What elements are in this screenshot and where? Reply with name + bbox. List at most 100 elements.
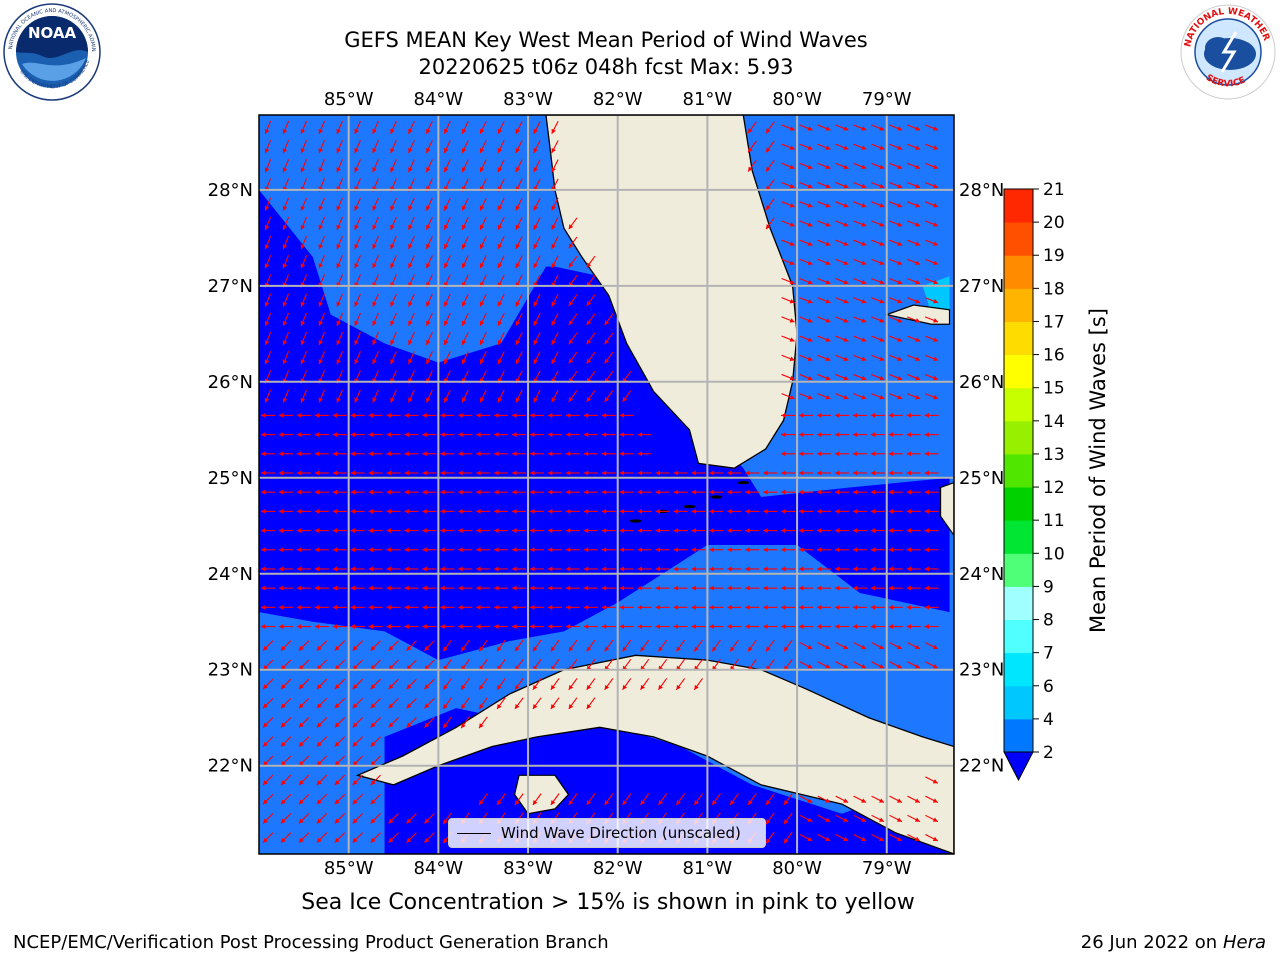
wind-wave-arrowhead <box>512 604 517 610</box>
wind-wave-arrowhead <box>352 722 358 728</box>
wind-wave-arrowhead <box>816 432 822 437</box>
wind-wave-arrowhead <box>318 205 323 211</box>
wind-wave-arrowhead <box>458 585 463 591</box>
wind-wave-arrowhead <box>282 205 288 211</box>
colorbar-segment <box>1004 189 1033 223</box>
wind-wave-arrowhead <box>408 263 413 269</box>
wind-wave-arrowhead <box>763 508 768 514</box>
wind-wave-arrowhead <box>861 817 867 822</box>
wind-wave-arrowhead <box>897 241 903 246</box>
wind-wave-arrowhead <box>879 663 885 669</box>
wind-wave-arrowhead <box>278 604 284 610</box>
wind-wave-arrowhead <box>370 837 376 843</box>
land-florida-keys <box>683 504 696 509</box>
wind-wave-arrowhead <box>727 566 732 572</box>
wind-wave-arrowhead <box>497 243 503 249</box>
lat-tick-label-left: 23°N <box>208 660 253 681</box>
wind-wave-arrowhead <box>479 243 485 249</box>
wind-wave-arrowhead <box>550 704 556 709</box>
colorbar-tick-label: 12 <box>1043 478 1065 498</box>
wind-wave-arrowhead <box>300 148 306 154</box>
wind-wave-arrowhead <box>352 684 358 690</box>
wind-wave-arrowhead <box>390 340 395 346</box>
wind-wave-arrowhead <box>843 183 849 189</box>
wind-wave-arrowhead <box>533 320 538 326</box>
wind-wave-arrowhead <box>766 224 771 230</box>
wind-wave-arrowhead <box>799 451 804 457</box>
wind-wave-arrowhead <box>479 359 485 365</box>
wind-wave-arrowhead <box>386 413 391 418</box>
wind-wave-arrowhead <box>727 528 732 533</box>
wind-wave-arrowhead <box>586 396 592 402</box>
wind-wave-arrowhead <box>530 470 535 476</box>
wind-wave-arrowhead <box>807 222 813 227</box>
wind-wave-arrowhead <box>278 624 284 629</box>
wind-wave-arrowhead <box>915 394 921 400</box>
wind-wave-arrowhead <box>422 624 427 629</box>
wind-wave-arrowhead <box>906 547 912 553</box>
wind-wave-arrowhead <box>550 799 556 805</box>
wind-wave-arrowhead <box>640 799 646 805</box>
wind-wave-arrowhead <box>296 624 302 629</box>
wind-wave-arrowhead <box>300 205 306 211</box>
wind-wave-arrowhead <box>897 337 903 342</box>
wind-wave-arrowhead <box>264 263 270 269</box>
wind-wave-arrowhead <box>370 780 376 786</box>
wind-wave-arrowhead <box>494 508 499 514</box>
wind-wave-arrowhead <box>906 508 912 514</box>
wind-wave-arrowhead <box>619 604 625 610</box>
wind-wave-arrowhead <box>586 320 592 326</box>
wind-wave-arrowhead <box>458 566 463 572</box>
wind-wave-arrowhead <box>673 585 678 591</box>
wind-wave-arrowhead <box>727 585 732 591</box>
wind-wave-arrowhead <box>443 646 448 652</box>
wind-wave-arrowhead <box>807 817 813 822</box>
wind-wave-arrowhead <box>799 470 804 476</box>
wind-wave-arrowhead <box>336 205 341 211</box>
wind-wave-arrowhead <box>586 300 592 306</box>
wind-wave-arrowhead <box>444 167 449 173</box>
wind-wave-arrowhead <box>748 128 753 134</box>
wind-wave-arrowhead <box>334 837 340 843</box>
wind-wave-arrowhead <box>834 489 840 495</box>
wind-wave-arrowhead <box>781 604 786 610</box>
wind-wave-arrowhead <box>933 183 939 189</box>
wind-wave-arrowhead <box>924 432 929 437</box>
wind-wave-arrowhead <box>933 279 939 285</box>
lon-tick-label-top: 84°W <box>414 89 464 110</box>
wind-wave-arrowhead <box>583 566 589 572</box>
lon-tick-label-top: 82°W <box>593 89 643 110</box>
wind-wave-arrowhead <box>551 128 556 134</box>
wind-wave-arrowhead <box>565 508 571 514</box>
wind-wave-arrowhead <box>461 224 467 230</box>
colorbar-tick-label: 2 <box>1043 743 1054 763</box>
wind-wave-arrowhead <box>861 164 867 170</box>
wind-wave-arrowhead <box>260 489 266 495</box>
wind-wave-arrowhead <box>781 470 786 476</box>
wind-wave-arrowhead <box>476 624 481 629</box>
wind-wave-arrowhead <box>691 547 696 553</box>
wind-wave-arrowhead <box>404 413 409 418</box>
wind-wave-arrowhead <box>350 585 356 591</box>
colorbar-segment <box>1004 354 1033 389</box>
wind-wave-arrowhead <box>896 644 902 650</box>
wind-wave-arrowhead <box>264 320 270 326</box>
wind-wave-arrowhead <box>422 547 427 553</box>
footer-date-text: 26 Jun 2022 on <box>1080 932 1218 953</box>
wind-wave-arrowhead <box>766 819 771 825</box>
wind-wave-arrowhead <box>300 263 306 269</box>
wind-wave-arrowhead <box>601 547 607 553</box>
wind-wave-arrowhead <box>352 761 358 766</box>
wind-wave-arrowhead <box>404 585 409 591</box>
land-grand-bahama <box>884 304 951 325</box>
wind-wave-arrowhead <box>280 722 286 728</box>
wind-wave-arrowhead <box>601 489 607 495</box>
wind-wave-arrowhead <box>843 260 849 266</box>
wind-wave-arrowhead <box>637 489 643 495</box>
wind-wave-arrowhead <box>906 413 912 418</box>
wind-wave-arrowhead <box>568 358 574 364</box>
wind-wave-arrowhead <box>533 397 538 403</box>
wind-wave-arrowhead <box>296 489 302 495</box>
lon-tick-label-bottom: 82°W <box>593 858 643 879</box>
wind-wave-arrowhead <box>350 432 356 437</box>
